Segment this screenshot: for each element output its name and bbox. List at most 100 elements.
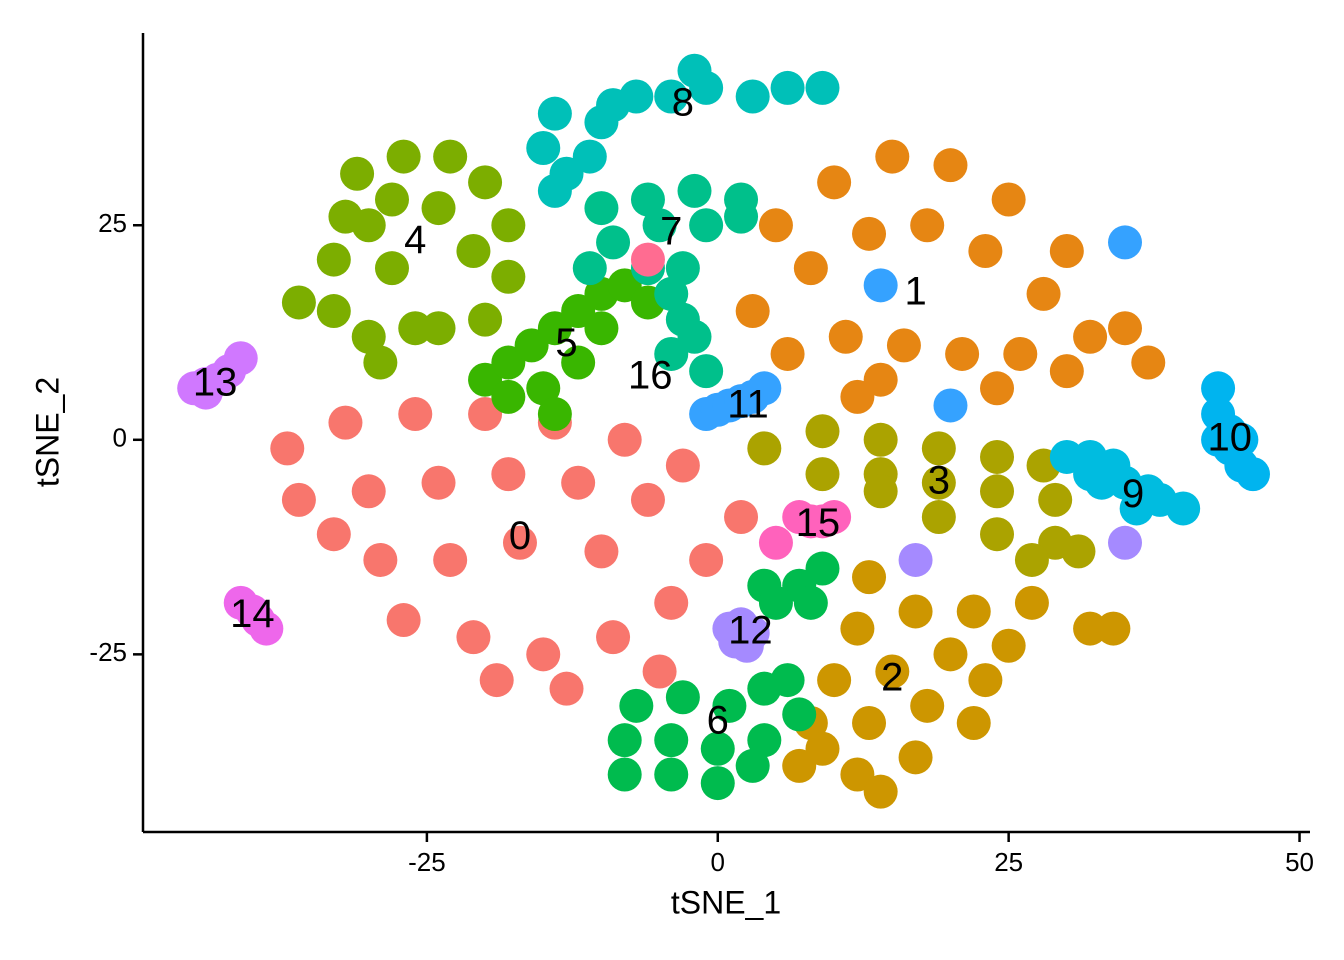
point [619,688,654,723]
point [782,697,817,732]
point [665,448,700,483]
point [281,482,316,517]
point [875,654,910,689]
point [328,199,363,234]
point [1049,233,1084,268]
point [1073,611,1108,646]
point [398,311,433,346]
point [491,379,526,414]
point [758,585,793,620]
point [398,397,433,432]
cluster-label: 12 [728,608,773,652]
point [817,165,852,200]
point [654,585,689,620]
point [630,182,665,217]
cluster-label: 0 [509,514,531,558]
point [654,276,689,311]
point [374,251,409,286]
point [933,388,968,423]
cluster-label: 16 [628,354,673,398]
point [351,474,386,509]
point [933,637,968,672]
point [514,328,549,363]
x-tick-label: 0 [711,847,725,877]
point [747,723,782,758]
point [968,233,1003,268]
point [249,611,284,646]
point [642,208,677,243]
x-tick-label: 25 [994,847,1023,877]
point [840,757,875,792]
point [316,517,351,552]
point [991,628,1026,663]
cluster-label: 7 [660,209,682,253]
cluster-label: 15 [796,501,841,545]
point [1166,491,1201,526]
point [863,268,898,303]
point [596,620,631,655]
point [968,663,1003,698]
point [735,294,770,329]
point [1014,585,1049,620]
point [549,671,584,706]
point [572,251,607,286]
cluster-label: 5 [555,321,577,365]
point [980,474,1015,509]
point [770,663,805,698]
point [468,165,503,200]
point [1049,354,1084,389]
point [1201,371,1236,406]
point [677,319,712,354]
point [223,341,258,376]
point [805,551,840,586]
cluster-label: 6 [707,699,729,743]
point [852,706,887,741]
point [468,397,503,432]
point [852,216,887,251]
point [735,748,770,783]
point [1073,457,1108,492]
point [729,628,764,663]
point [840,379,875,414]
point [468,362,503,397]
cluster-label: 11 [727,383,769,427]
point [956,594,991,629]
point [433,139,468,174]
y-tick-label: 0 [113,423,127,453]
x-tick-label: -25 [408,847,446,877]
x-tick-label: 50 [1285,847,1314,877]
point [724,500,759,535]
point [479,663,514,698]
point [665,680,700,715]
point [747,431,782,466]
point [1038,482,1073,517]
point [1108,225,1143,260]
point [817,500,852,535]
point [363,345,398,380]
point [363,542,398,577]
point [316,242,351,277]
point [805,414,840,449]
y-tick-label: 25 [98,208,127,238]
point [921,465,956,500]
point [607,723,642,758]
point [724,199,759,234]
point [910,208,945,243]
point [712,688,747,723]
point [1224,422,1259,457]
point [654,336,689,371]
point [328,405,363,440]
point [758,525,793,560]
point [421,465,456,500]
point [561,294,596,329]
point [1108,525,1143,560]
x-axis-title: tSNE_1 [671,884,781,920]
cluster-label: 10 [1207,415,1252,459]
point [863,422,898,457]
cluster-label: 8 [672,81,694,125]
point [991,182,1026,217]
point [1014,542,1049,577]
point [1235,457,1270,492]
